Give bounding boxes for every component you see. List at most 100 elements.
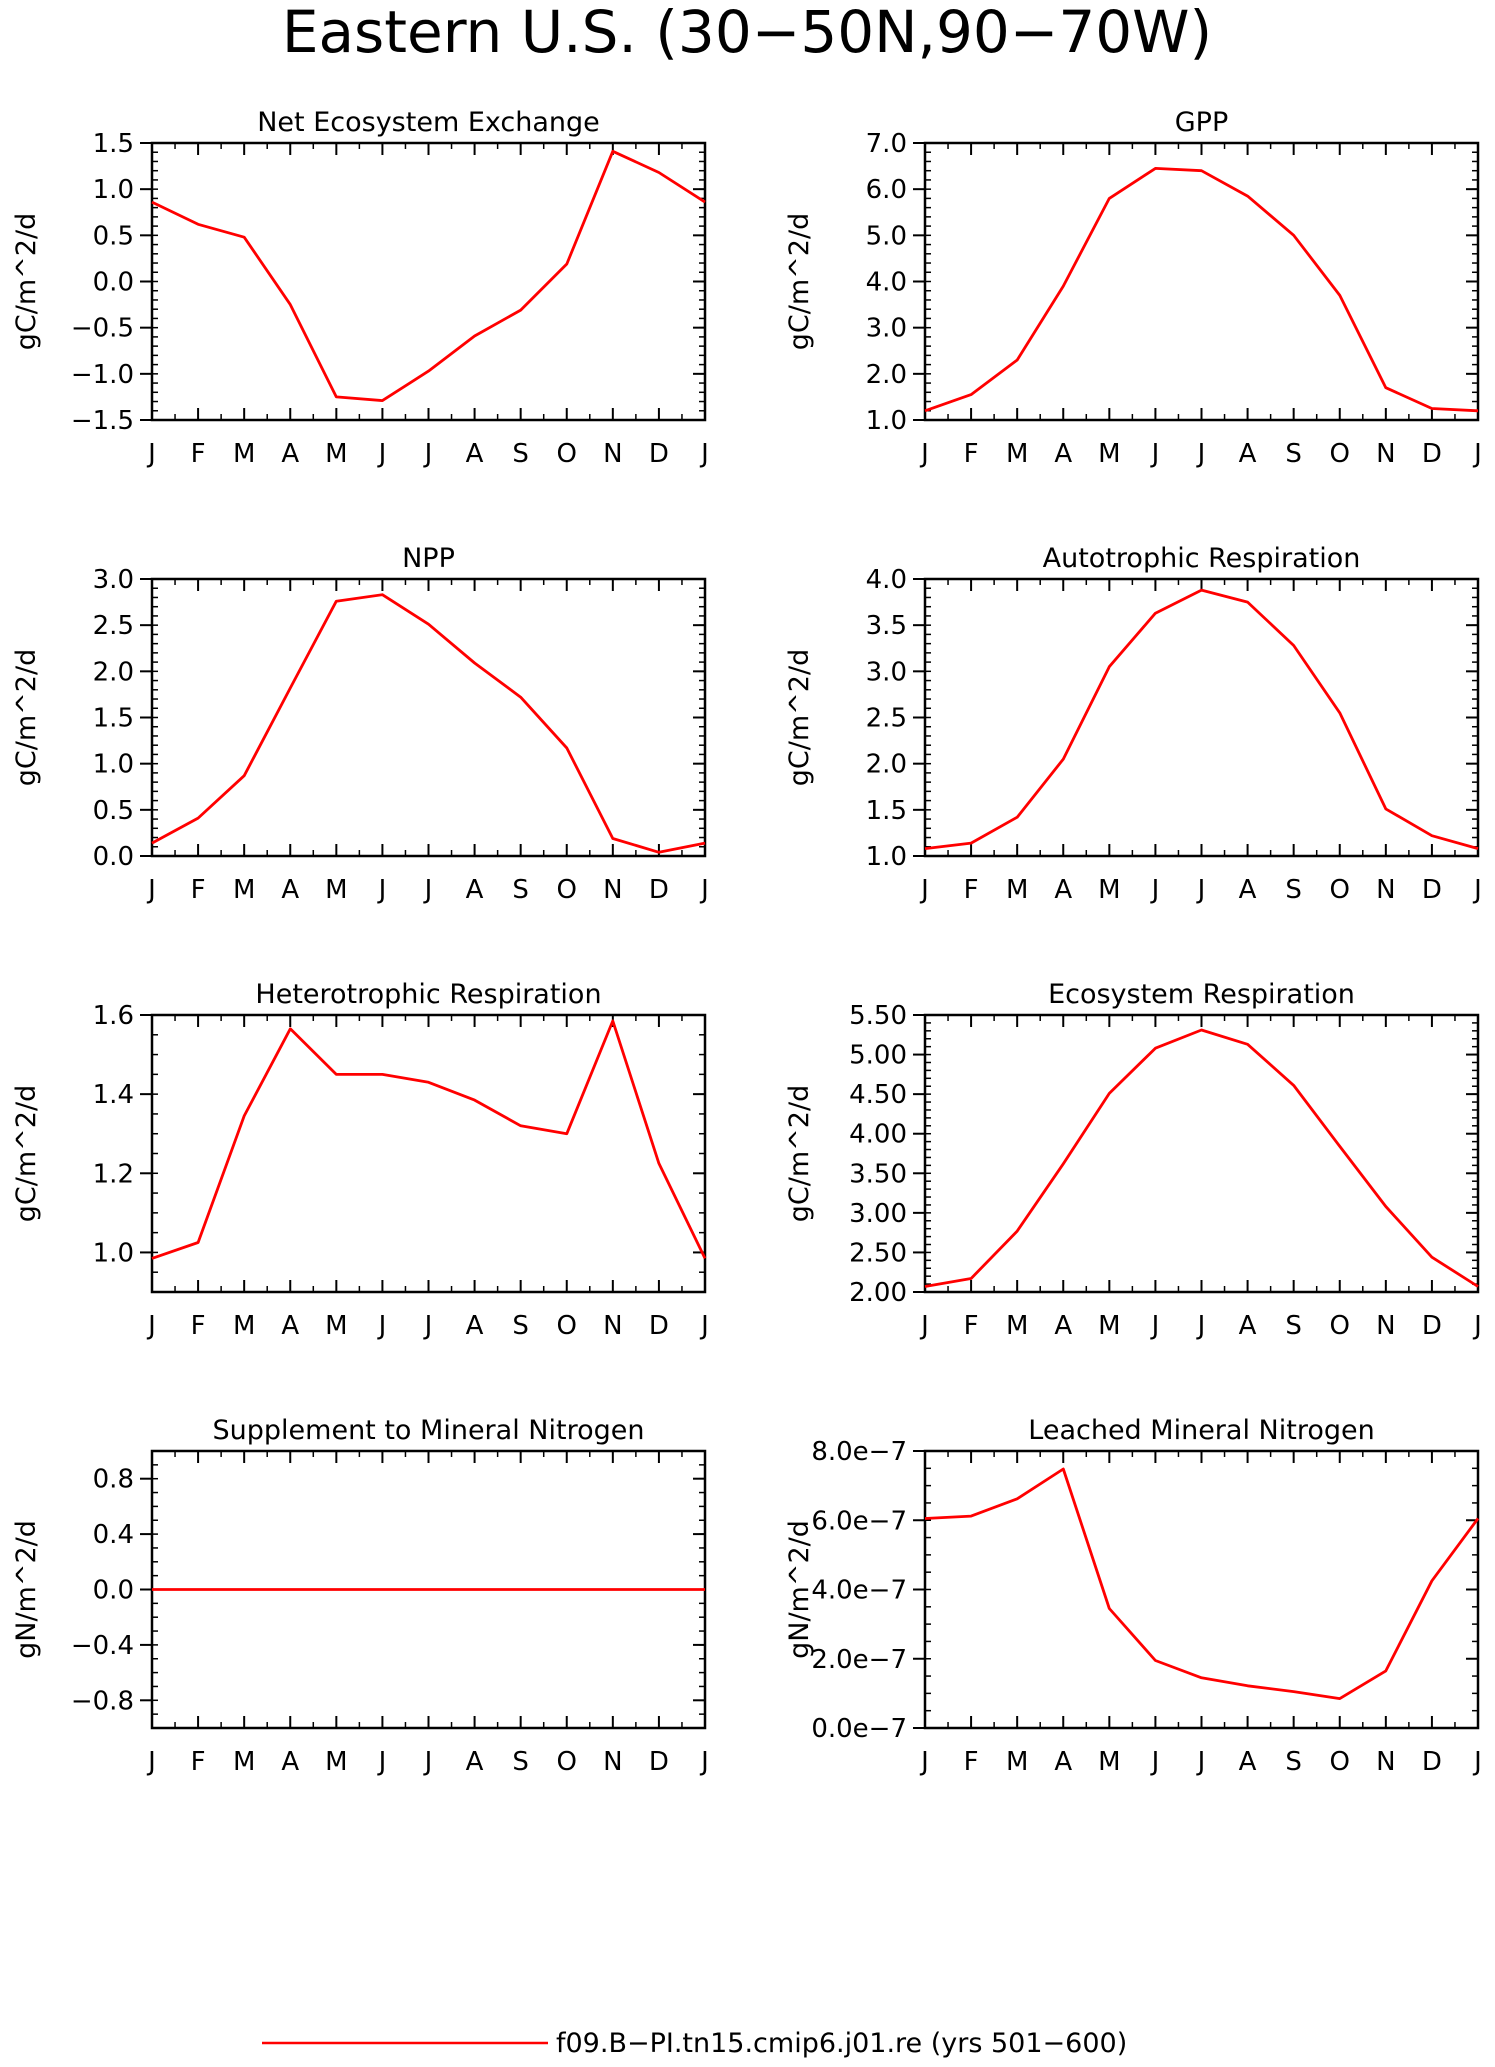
y-tick-label: −0.4 (71, 1631, 134, 1661)
y-tick-label: 1.0 (93, 750, 134, 780)
x-tick-label: M (1006, 875, 1028, 905)
x-tick-label: O (1330, 1747, 1350, 1777)
x-tick-label: A (1239, 1747, 1257, 1777)
x-tick-label: M (1098, 439, 1120, 469)
x-tick-label: J (1150, 1311, 1160, 1341)
x-tick-label: J (146, 1747, 156, 1777)
y-tick-label: 4.0 (866, 565, 907, 595)
x-tick-label: O (557, 1747, 577, 1777)
y-tick-label: 1.0 (866, 406, 907, 436)
y-tick-label: 3.0 (93, 565, 134, 595)
x-tick-label: F (191, 439, 206, 469)
y-tick-label: 5.00 (849, 1041, 907, 1071)
x-tick-label: N (1376, 1311, 1395, 1341)
x-tick-label: N (1376, 1747, 1395, 1777)
plot-frame (150, 1013, 707, 1294)
y-tick-label: 0.0 (93, 1576, 134, 1606)
x-tick-label: S (512, 875, 529, 905)
x-tick-label: D (649, 1311, 669, 1341)
y-tick-label: 2.5 (866, 704, 907, 734)
x-tick-label: O (1330, 875, 1350, 905)
x-tick-label: S (1285, 439, 1302, 469)
x-tick-label: F (191, 1311, 206, 1341)
x-tick-label: N (1376, 439, 1395, 469)
x-tick-label: A (281, 1747, 299, 1777)
legend: f09.B−PI.tn15.cmip6.j01.re (yrs 501−600) (262, 2028, 1127, 2059)
y-axis-label: gC/m^2/d (784, 649, 815, 786)
x-tick-label: J (919, 875, 929, 905)
x-tick-label: J (1150, 439, 1160, 469)
series-line (151, 593, 706, 854)
x-tick-label: J (146, 875, 156, 905)
x-tick-label: J (1472, 1311, 1482, 1341)
x-tick-label: A (281, 875, 299, 905)
panel-title: Heterotrophic Respiration (255, 979, 601, 1010)
x-tick-label: J (377, 1311, 387, 1341)
x-tick-label: D (649, 875, 669, 905)
x-tick-label: J (1150, 1747, 1160, 1777)
x-tick-label: D (1422, 1747, 1442, 1777)
y-tick-label: −0.5 (71, 314, 134, 344)
y-tick-label: 6.0 (866, 175, 907, 205)
panel-title: Leached Mineral Nitrogen (1028, 1415, 1374, 1446)
x-tick-label: A (466, 1747, 484, 1777)
x-tick-label: J (377, 875, 387, 905)
series-line (924, 588, 1479, 850)
x-tick-label: S (512, 1311, 529, 1341)
x-tick-label: S (1285, 1311, 1302, 1341)
y-tick-label: −1.5 (71, 406, 134, 436)
x-tick-label: J (1472, 875, 1482, 905)
figure-title: Eastern U.S. (30−50N,90−70W) (282, 0, 1212, 66)
y-tick-label: 0.0e−7 (811, 1714, 907, 1744)
y-axis-label: gC/m^2/d (11, 213, 42, 350)
y-tick-label: 2.0 (93, 657, 134, 687)
x-tick-label: A (1054, 1747, 1072, 1777)
y-tick-label: 5.50 (849, 1001, 907, 1031)
y-axis-label: gN/m^2/d (784, 1520, 815, 1659)
panel-title: NPP (402, 543, 455, 574)
x-tick-label: A (281, 1311, 299, 1341)
x-tick-label: A (1054, 1311, 1072, 1341)
panel-title: Net Ecosystem Exchange (257, 107, 600, 138)
x-tick-label: J (919, 1311, 929, 1341)
x-tick-label: J (699, 1311, 709, 1341)
y-tick-label: 4.0 (866, 268, 907, 298)
x-tick-label: M (325, 1747, 347, 1777)
x-tick-label: M (1006, 439, 1028, 469)
series-line (924, 1028, 1479, 1288)
x-tick-label: F (191, 875, 206, 905)
plot-frame (923, 141, 1480, 422)
x-tick-label: J (1196, 1747, 1206, 1777)
x-tick-label: N (1376, 875, 1395, 905)
y-tick-label: 4.00 (849, 1120, 907, 1150)
y-tick-label: 5.0 (866, 221, 907, 251)
y-tick-label: 1.5 (866, 796, 907, 826)
x-tick-label: A (281, 439, 299, 469)
x-tick-label: J (1150, 875, 1160, 905)
y-tick-label: 1.0 (93, 1238, 134, 1268)
x-tick-label: A (1239, 439, 1257, 469)
y-tick-label: 1.5 (93, 129, 134, 159)
x-tick-label: O (1330, 1311, 1350, 1341)
x-tick-label: M (325, 439, 347, 469)
x-tick-label: S (1285, 875, 1302, 905)
x-tick-label: S (512, 439, 529, 469)
series-line (924, 166, 1479, 413)
y-tick-label: 4.0e−7 (811, 1576, 907, 1606)
y-tick-label: 2.5 (93, 611, 134, 641)
series-line (151, 149, 706, 403)
panel-title: Supplement to Mineral Nitrogen (213, 1415, 645, 1446)
x-tick-label: J (699, 875, 709, 905)
y-tick-label: 6.0e−7 (811, 1506, 907, 1536)
x-tick-label: J (1472, 1747, 1482, 1777)
x-tick-label: M (1098, 875, 1120, 905)
x-tick-label: F (964, 875, 979, 905)
x-tick-label: M (233, 1311, 255, 1341)
x-tick-label: J (919, 1747, 929, 1777)
x-tick-label: D (649, 1747, 669, 1777)
